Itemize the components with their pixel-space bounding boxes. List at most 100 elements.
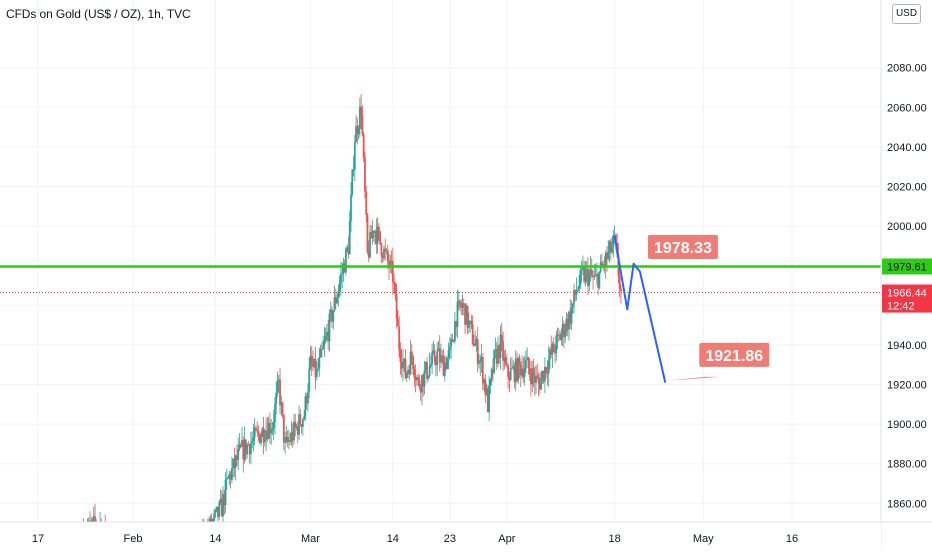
- candle-body: [412, 356, 414, 370]
- candle-body: [360, 106, 363, 116]
- candle-body: [585, 268, 588, 270]
- candle-body: [408, 369, 411, 375]
- candle-body: [592, 275, 594, 278]
- overlays: 1978.33 1921.86: [0, 235, 881, 383]
- price-axis-panel: [881, 0, 932, 550]
- candle-body: [247, 444, 250, 446]
- candle-body: [305, 396, 308, 404]
- candle-body: [587, 268, 589, 286]
- candle-body: [459, 300, 461, 307]
- candle-body: [527, 357, 530, 369]
- candle-body: [320, 349, 323, 350]
- candle-body: [319, 349, 322, 358]
- candle-body: [554, 351, 556, 354]
- candle-body: [348, 221, 351, 255]
- candle-body: [410, 351, 413, 357]
- candle-body: [217, 506, 219, 517]
- candle-body: [230, 468, 233, 480]
- callout-label: 1978.33: [654, 240, 712, 257]
- candle-body: [286, 436, 289, 442]
- candle-body: [329, 309, 332, 314]
- candle-body: [270, 430, 273, 434]
- candle-body: [474, 343, 477, 346]
- candle-body: [495, 349, 498, 364]
- candle-body: [336, 297, 338, 304]
- candle-body: [233, 458, 236, 468]
- candle-body: [370, 232, 373, 239]
- candle-body: [537, 377, 540, 384]
- candle-body: [238, 444, 241, 449]
- candle-body: [413, 369, 416, 378]
- candle-body: [255, 427, 257, 431]
- callout-label: 1921.86: [705, 348, 763, 365]
- candle-body: [295, 425, 298, 428]
- candle-body: [490, 369, 493, 379]
- candle-body: [242, 439, 245, 460]
- candle-body: [464, 303, 466, 325]
- support-price-label: 1979.61: [887, 261, 927, 273]
- candles: [82, 93, 622, 539]
- candle-body: [239, 444, 242, 447]
- candle-body: [379, 231, 382, 244]
- candle-body: [402, 361, 404, 369]
- candle-body: [414, 377, 417, 381]
- candle-body: [314, 358, 317, 378]
- candle-body: [361, 115, 364, 135]
- candle-body: [524, 359, 527, 369]
- candle-body: [546, 372, 549, 374]
- candle-body: [388, 261, 390, 268]
- candle-body: [617, 254, 620, 277]
- candle-body: [556, 334, 559, 336]
- candle-body: [222, 494, 224, 517]
- time-tick-label: 18: [608, 533, 620, 545]
- candle-body: [467, 320, 470, 328]
- candle-body: [547, 359, 550, 374]
- candle-body: [423, 370, 426, 387]
- candle-body: [244, 439, 247, 455]
- candle-body: [494, 349, 497, 351]
- candle-body: [576, 289, 579, 291]
- candle-body: [609, 241, 612, 253]
- price-tick-label: 2000.00: [887, 221, 927, 233]
- candle-body: [484, 379, 487, 395]
- candle-body: [442, 356, 445, 377]
- candle-body: [518, 357, 521, 365]
- candle-body: [308, 368, 311, 392]
- last-price-tag: [882, 284, 932, 313]
- candle-body: [296, 425, 299, 435]
- candle-body: [315, 369, 318, 378]
- candle-body: [246, 444, 248, 455]
- candle-body: [347, 247, 350, 255]
- candle-body: [281, 402, 284, 415]
- candle-body: [356, 126, 359, 135]
- candle-body: [594, 275, 597, 277]
- candle-body: [489, 378, 492, 386]
- candle-body: [299, 414, 302, 425]
- candle-body: [227, 477, 229, 479]
- candle-body: [249, 443, 252, 455]
- candle-body: [248, 445, 251, 455]
- time-tick-label: May: [693, 533, 714, 545]
- candle-body: [505, 363, 508, 366]
- candle-body: [481, 357, 484, 384]
- candle-body: [214, 510, 217, 514]
- candle-body: [517, 357, 520, 381]
- candle-body: [294, 421, 297, 428]
- candle-body: [386, 250, 389, 262]
- price-tick-label: 2040.00: [887, 142, 927, 154]
- candle-body: [262, 428, 265, 443]
- candle-body: [593, 275, 596, 278]
- candle-body: [479, 360, 482, 363]
- candle-body: [432, 350, 435, 353]
- candle-body: [588, 273, 591, 286]
- candle-body: [393, 281, 395, 285]
- candle-body: [551, 343, 554, 355]
- candle-body: [331, 309, 333, 322]
- candle-body: [417, 377, 420, 380]
- price-tick-label: 1880.00: [887, 459, 927, 471]
- candle-body: [403, 358, 406, 362]
- candle-body: [353, 142, 356, 170]
- currency-button[interactable]: USD: [892, 4, 921, 24]
